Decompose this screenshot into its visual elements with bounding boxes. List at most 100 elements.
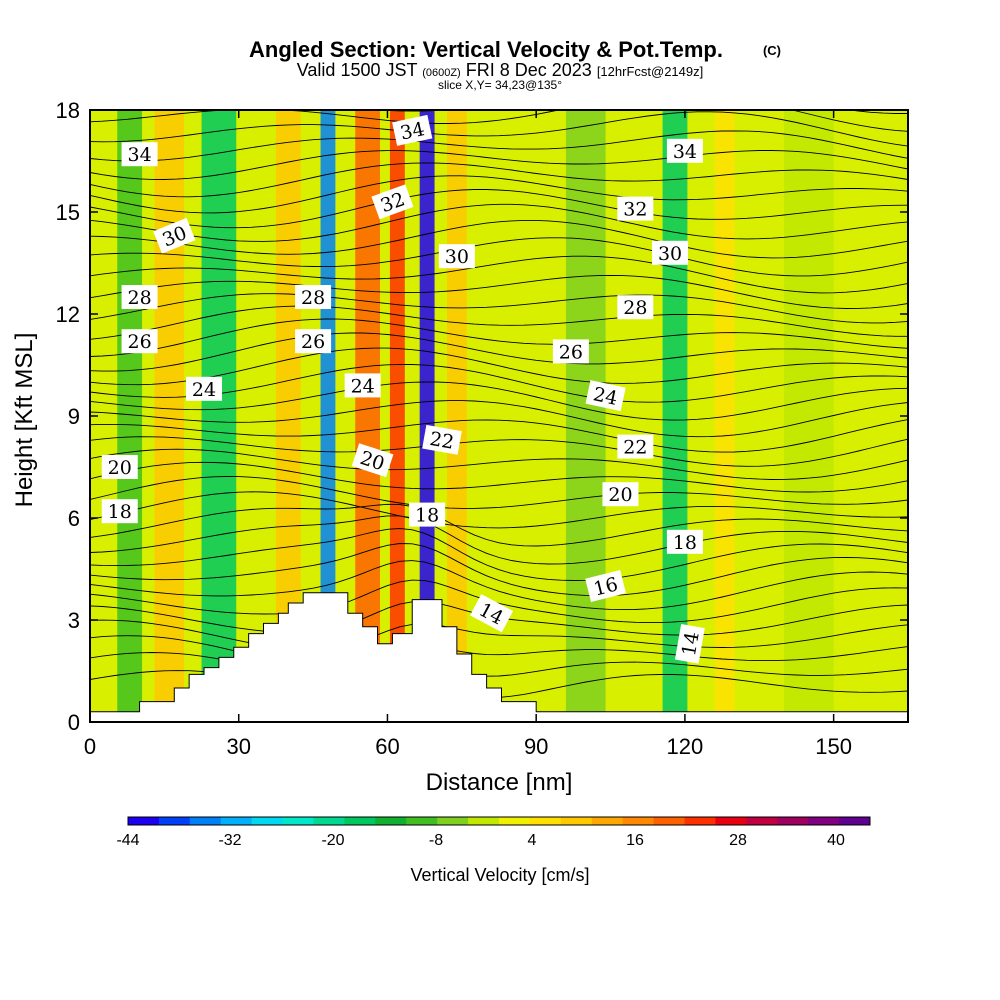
- theta-contour-line: [90, 189, 908, 229]
- theta-label-text: 14: [678, 630, 704, 658]
- theta-label: 32: [371, 184, 414, 220]
- colorbar-tick-label: 40: [827, 832, 845, 849]
- theta-contour-line: [90, 515, 908, 565]
- theta-label-text: 34: [398, 118, 426, 145]
- theta-label-text: 22: [428, 428, 456, 454]
- colorbar-tick-label: 28: [729, 832, 747, 849]
- theta-label: 26: [121, 329, 158, 354]
- theta-label-text: 28: [127, 287, 151, 309]
- velocity-band: [714, 110, 735, 722]
- velocity-band: [154, 110, 185, 722]
- theta-label-text: 30: [658, 243, 682, 265]
- theta-label-text: 24: [192, 379, 216, 401]
- theta-label-box: [121, 329, 158, 354]
- theta-contour-line: [90, 219, 908, 259]
- theta-label-text: 34: [127, 144, 151, 166]
- theta-label-text: 20: [608, 484, 632, 506]
- colorbar-tick-label: -8: [429, 832, 443, 849]
- y-tick-label: 3: [68, 608, 80, 633]
- theta-contour-line: [90, 491, 908, 529]
- theta-label-box: [409, 502, 446, 527]
- theta-contour-labels: 3430282624201828262420323422183014261624…: [101, 114, 705, 664]
- theta-contour-line: [90, 255, 908, 294]
- valid-fcst: [12hrFcst@2149z]: [597, 64, 703, 79]
- theta-contour-line: [90, 436, 908, 467]
- colorbar-swatch: [406, 817, 438, 825]
- theta-label: 26: [295, 329, 332, 354]
- theta-label: 14: [674, 623, 705, 664]
- theta-label: 18: [666, 529, 703, 554]
- colorbar-swatch: [158, 817, 191, 825]
- theta-label-text: 26: [127, 331, 151, 353]
- valid-prefix: Valid 1500 JST: [297, 60, 418, 80]
- x-tick-label: 120: [667, 734, 704, 759]
- theta-label-text: 30: [445, 246, 469, 268]
- velocity-band: [201, 110, 237, 722]
- theta-contour-line: [90, 293, 908, 324]
- y-tick-label: 6: [68, 506, 80, 531]
- theta-label: 32: [617, 196, 654, 221]
- colorbar-swatch: [251, 817, 284, 825]
- colorbar-swatch: [128, 817, 160, 825]
- theta-label-box: [186, 376, 223, 401]
- chart-title: Angled Section: Vertical Velocity & Pot.…: [249, 37, 723, 62]
- colorbar-swatch: [839, 817, 871, 825]
- theta-contour-line: [90, 110, 908, 132]
- velocity-field: [117, 110, 834, 722]
- theta-label-box: [371, 184, 414, 220]
- theta-contour-line: [90, 503, 908, 547]
- theta-contour-line: [90, 363, 908, 403]
- colorbar-swatch: [591, 817, 624, 825]
- theta-contours: [90, 110, 908, 698]
- theta-label-box: [652, 240, 689, 265]
- colorbar-swatch: [220, 817, 253, 825]
- theta-label-box: [617, 434, 654, 459]
- theta-label: 30: [652, 240, 689, 265]
- theta-label-box: [585, 570, 626, 602]
- colorbar-ticks: -44 -32 -20 -8 4 16 28 40: [116, 832, 845, 849]
- theta-label-box: [295, 285, 332, 309]
- colorbar-swatch: [746, 817, 778, 825]
- theta-label-text: 34: [673, 141, 697, 163]
- colorbar-tick-label: 4: [528, 832, 537, 849]
- theta-label-text: 22: [623, 437, 647, 459]
- x-tick-label: 60: [375, 734, 399, 759]
- theta-contour-line: [90, 130, 908, 162]
- colorbar-tick-label: -20: [321, 832, 344, 849]
- theta-label-box: [674, 623, 705, 664]
- theta-contour-line: [90, 332, 908, 372]
- theta-label: 24: [344, 373, 381, 398]
- colorbar-label: Vertical Velocity [cm/s]: [410, 865, 589, 885]
- theta-contour-line: [90, 347, 908, 386]
- colorbar-swatch: [437, 817, 469, 825]
- y-tick-label: 18: [56, 98, 80, 123]
- colorbar-swatch: [622, 817, 655, 825]
- theta-label: 20: [101, 455, 138, 479]
- terrain: [90, 592, 908, 722]
- plot-area: 3430282624201828262420323422183014261624…: [90, 110, 908, 722]
- theta-contour-line: [90, 400, 908, 438]
- theta-contour-line: [90, 560, 908, 611]
- theta-label-text: 26: [559, 341, 583, 363]
- colorbar-swatch: [344, 817, 376, 825]
- colorbar-tick-label: 16: [626, 832, 644, 849]
- theta-label: 30: [438, 244, 475, 269]
- theta-contour-line: [90, 162, 908, 198]
- colorbar-frame: [127, 816, 871, 826]
- theta-label: 28: [617, 295, 654, 320]
- theta-label-text: 32: [623, 199, 647, 221]
- y-tick-label: 12: [56, 302, 80, 327]
- theta-label-box: [153, 217, 196, 254]
- theta-contour-line: [90, 274, 908, 309]
- theta-label-box: [344, 373, 381, 398]
- theta-label-box: [666, 138, 703, 163]
- theta-contour-line: [90, 448, 908, 480]
- theta-label: 22: [617, 434, 654, 459]
- theta-label: 28: [121, 285, 158, 309]
- valid-line: Valid 1500 JST (0600Z) FRI 8 Dec 2023 [1…: [297, 60, 703, 80]
- theta-contour-line: [90, 318, 908, 357]
- theta-contour-line: [90, 635, 908, 667]
- theta-label-box: [351, 443, 394, 478]
- theta-label-text: 24: [351, 375, 375, 397]
